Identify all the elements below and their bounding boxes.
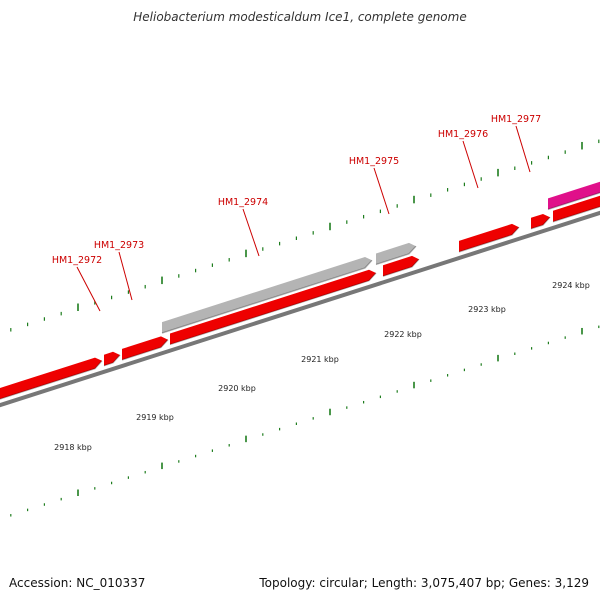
feature-shadow-edge <box>0 360 103 400</box>
map-title: Heliobacterium modesticaldum Ice1, compl… <box>133 10 467 24</box>
feature-shadow-edge <box>530 216 551 230</box>
gene-label[interactable]: HM1_2973 <box>94 240 144 251</box>
gene-label[interactable]: HM1_2974 <box>218 197 268 208</box>
gene-arrow[interactable] <box>162 257 372 334</box>
gene-arrow[interactable] <box>376 242 416 265</box>
feature-shadow-edge <box>121 339 169 361</box>
leader-line <box>462 140 479 189</box>
feature-shadow-edge <box>161 259 373 334</box>
gene-labels: HM1_2972 HM1_2973 HM1_2974 HM1_2975 HM1_2976… <box>52 114 541 266</box>
leader-line <box>76 266 101 312</box>
leader-line <box>118 251 133 301</box>
feature-shadow-edge <box>458 226 520 253</box>
gene-label[interactable]: HM1_2976 <box>438 129 488 140</box>
kbp-scale-label: 2924 kbp <box>552 281 590 290</box>
cds-arrow[interactable] <box>459 223 519 252</box>
kbp-scale-label: 2920 kbp <box>218 384 256 393</box>
leader-line <box>515 125 531 173</box>
cds-arrow[interactable] <box>0 357 102 403</box>
feature-shadow-edge <box>547 191 600 211</box>
kbp-scale-label: 2922 kbp <box>384 330 422 339</box>
label-leader-lines <box>76 125 531 312</box>
gene-label[interactable]: HM1_2975 <box>349 156 399 167</box>
kbp-scale-label: 2919 kbp <box>136 413 174 422</box>
cds-arrow[interactable] <box>531 214 550 229</box>
leader-line <box>373 167 390 215</box>
gene-label[interactable]: HM1_2977 <box>491 114 541 125</box>
feature-shadow-edge <box>103 354 121 367</box>
cds-arrow[interactable] <box>122 336 168 360</box>
leader-line <box>242 208 260 257</box>
feature-shadow-edge <box>552 205 600 223</box>
rna-arrow[interactable] <box>548 180 600 210</box>
genome-backbone-line <box>0 210 600 408</box>
cds-arrow[interactable] <box>170 269 376 345</box>
kbp-scale-labels: 2918 kbp 2919 kbp 2920 kbp 2921 kbp 2922 kbp… <box>54 281 590 452</box>
feature-shadow-edge <box>382 258 420 277</box>
feature-shadow-edge <box>169 272 377 346</box>
cds-arrow[interactable] <box>383 255 419 277</box>
accession-text: Accession: NC_010337 <box>9 576 146 590</box>
cds-arrow[interactable] <box>553 194 600 222</box>
kbp-scale-label: 2923 kbp <box>468 305 506 314</box>
gene-label[interactable]: HM1_2972 <box>52 255 102 266</box>
feature-shadow-edge <box>375 245 417 266</box>
kbp-scale-label: 2918 kbp <box>54 443 92 452</box>
gene-features <box>0 180 600 403</box>
tick-marks <box>10 139 600 517</box>
topology-summary: Topology: circular; Length: 3,075,407 bp… <box>259 576 589 590</box>
cds-arrow[interactable] <box>104 351 120 366</box>
kbp-scale-label: 2921 kbp <box>301 355 339 364</box>
